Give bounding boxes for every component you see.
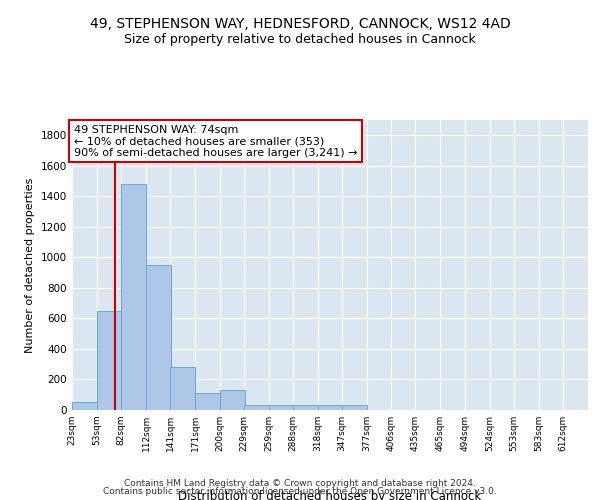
Text: Contains public sector information licensed under the Open Government Licence v3: Contains public sector information licen… <box>103 487 497 496</box>
Bar <box>196 393 220 410</box>
Bar <box>220 390 245 410</box>
Bar <box>244 406 269 410</box>
Y-axis label: Number of detached properties: Number of detached properties <box>25 178 35 352</box>
Bar <box>342 406 367 410</box>
Bar <box>121 184 146 410</box>
Bar <box>97 311 122 410</box>
Bar <box>72 402 97 410</box>
Text: 49 STEPHENSON WAY: 74sqm
← 10% of detached houses are smaller (353)
90% of semi-: 49 STEPHENSON WAY: 74sqm ← 10% of detach… <box>74 124 357 158</box>
Bar <box>318 406 343 410</box>
Bar <box>293 406 318 410</box>
Bar <box>146 265 171 410</box>
Text: Contains HM Land Registry data © Crown copyright and database right 2024.: Contains HM Land Registry data © Crown c… <box>124 478 476 488</box>
Bar <box>170 368 196 410</box>
Bar <box>269 406 294 410</box>
Text: 49, STEPHENSON WAY, HEDNESFORD, CANNOCK, WS12 4AD: 49, STEPHENSON WAY, HEDNESFORD, CANNOCK,… <box>89 18 511 32</box>
Text: Size of property relative to detached houses in Cannock: Size of property relative to detached ho… <box>124 32 476 46</box>
X-axis label: Distribution of detached houses by size in Cannock: Distribution of detached houses by size … <box>178 490 482 500</box>
